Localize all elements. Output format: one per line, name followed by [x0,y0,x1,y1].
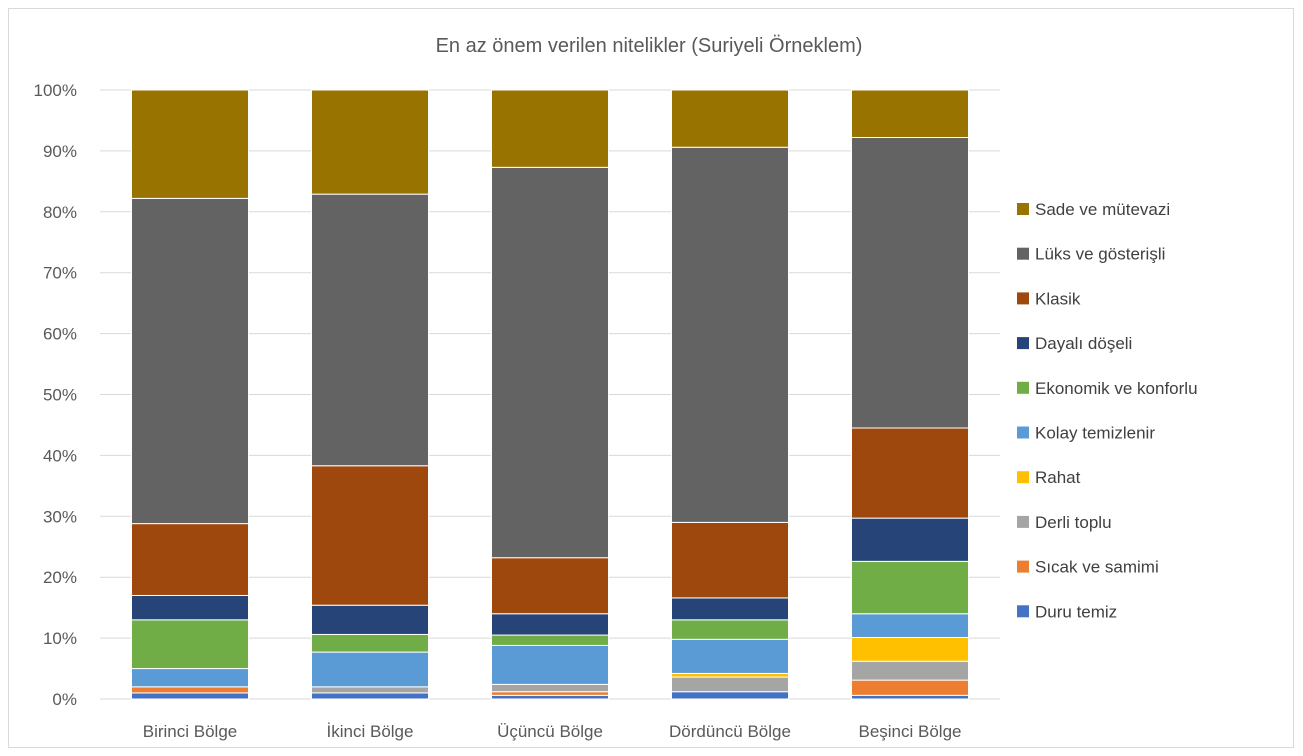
bar-segment [311,604,429,635]
bar-segment [131,523,249,596]
y-tick-label: 60% [43,325,77,344]
bar-segment [671,146,789,523]
bar-segment [311,651,429,688]
chart-title: En az önem verilen nitelikler (Suriyeli … [436,35,863,57]
y-tick-label: 50% [43,386,77,405]
bar-segment [491,166,609,559]
y-tick-label: 0% [52,690,77,709]
legend-label: Dayalı döşeli [1035,334,1132,353]
bar-segment [131,619,249,670]
bars [131,89,969,700]
legend-label: Rahat [1035,468,1081,487]
bar-segment [491,557,609,615]
bar-segment [851,137,969,429]
bar-segment [311,193,429,467]
legend-label: Derli toplu [1035,513,1112,532]
bar-segment [851,517,969,562]
bar-segment [311,89,429,195]
legend-label: Sıcak ve samimi [1035,558,1159,577]
bar-segment [851,694,969,700]
bar-segment [491,694,609,700]
x-tick-label: Birinci Bölge [143,722,238,741]
bar-segment [311,633,429,653]
legend-label: Kolay temizlenir [1035,424,1155,443]
bar-segment [851,560,969,615]
y-tick-label: 70% [43,264,77,283]
legend-label: Duru temiz [1035,602,1117,621]
legend-swatch [1017,337,1029,350]
legend-label: Ekonomik ve konforlu [1035,379,1198,398]
x-tick-label: Beşinci Bölge [858,722,961,741]
legend-swatch [1017,247,1029,260]
bar-segment [671,672,789,678]
bar-segment [851,679,969,696]
bar-segment [491,89,609,168]
bar-segment [671,691,789,700]
bar-segment [311,465,429,606]
bar-segment [311,686,429,694]
bar-segment [491,634,609,646]
y-tick-label: 10% [43,629,77,648]
y-axis-ticks: 0% 10% 20% 30% 40% 50% 60% 70% 80% 90% 100% [34,81,77,709]
legend-swatch [1017,560,1029,573]
legend-swatch [1017,605,1029,618]
bar-segment [131,692,249,700]
legend-swatch [1017,471,1029,484]
legend: Sade ve mütevazi Lüks ve gösterişli Klasik… [1017,200,1198,621]
x-axis-ticks: Birinci Bölge İkinci Bölge Üçüncü Bölge Dör… [143,722,962,741]
bar-segment [851,636,969,662]
bar-segment [671,638,789,674]
legend-swatch [1017,292,1029,305]
y-tick-label: 80% [43,203,77,222]
bar-segment [491,691,609,696]
bar-segment [131,594,249,621]
bar-segment [851,427,969,519]
legend-swatch [1017,515,1029,528]
bar-segment [671,619,789,640]
x-tick-label: Üçüncü Bölge [497,722,603,741]
bar-segment [311,692,429,700]
bar-segment [851,660,969,681]
x-tick-label: Dördüncü Bölge [669,722,791,741]
legend-label: Sade ve mütevazi [1035,200,1170,219]
legend-label: Klasik [1035,289,1081,308]
bar-segment [851,613,969,638]
bar-segment [671,597,789,621]
y-tick-label: 30% [43,507,77,526]
bar-segment [491,683,609,693]
bar-segment [491,613,609,636]
legend-label: Lüks ve gösterişli [1035,245,1165,264]
bar-segment [131,89,249,199]
y-tick-label: 20% [43,568,77,587]
bar-segment [131,668,249,688]
bar-segment [671,89,789,148]
y-tick-label: 100% [34,81,77,100]
x-tick-label: İkinci Bölge [327,722,414,741]
bar-segment [671,521,789,599]
bar-segment [671,676,789,693]
bar-segment [131,197,249,525]
bar-segment [851,89,969,139]
bar-segment [491,644,609,685]
legend-swatch [1017,381,1029,394]
legend-swatch [1017,426,1029,439]
legend-swatch [1017,203,1029,215]
bar-segment [131,686,249,694]
y-tick-label: 40% [43,446,77,465]
y-tick-label: 90% [43,142,77,161]
